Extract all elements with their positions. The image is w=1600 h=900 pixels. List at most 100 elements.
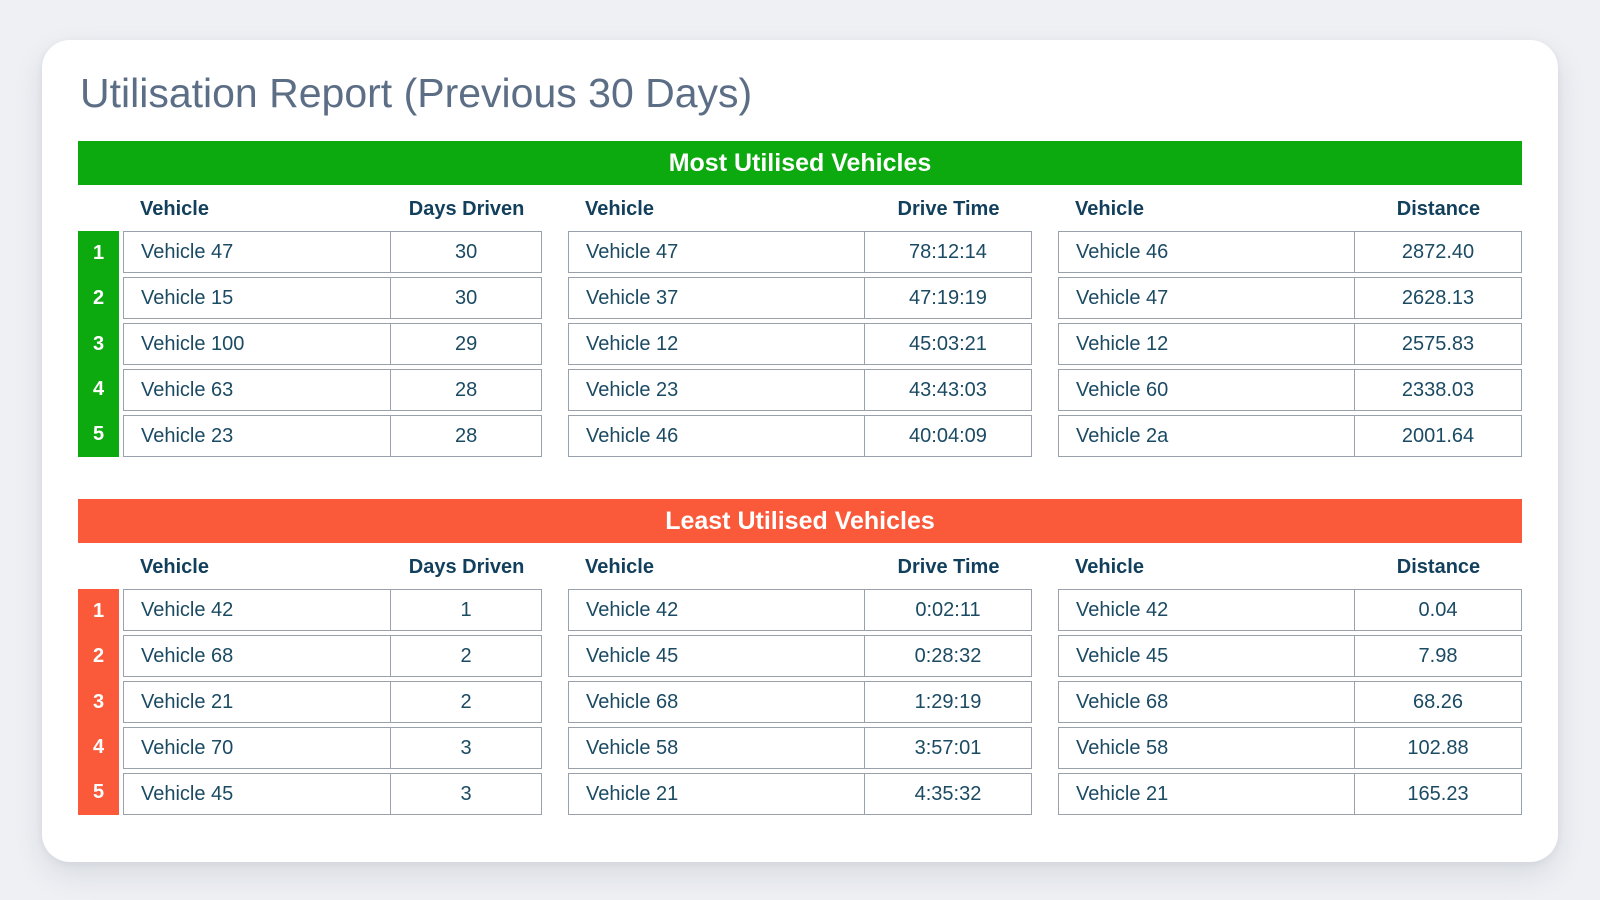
vehicle-name-cell: Vehicle 63 [123, 369, 392, 411]
rank-number: 4 [92, 377, 105, 400]
column-header-drive-time: Drive Time [897, 198, 1000, 220]
vehicle-name-cell: Vehicle 12 [1058, 323, 1355, 365]
table-row: Vehicle 46 40:04:09 [568, 415, 1032, 457]
most-utilised-section-header: Most Utilised Vehicles [78, 141, 1522, 185]
drive-time-value-cell: 0:28:32 [864, 635, 1032, 677]
drive-time-value-cell: 0:02:11 [864, 589, 1032, 631]
column-headers: Vehicle Days Driven [123, 556, 542, 579]
days-driven-value-cell: 30 [391, 277, 542, 319]
table-row: Vehicle 23 28 [123, 415, 542, 457]
table-row: Vehicle 23 43:43:03 [568, 369, 1032, 411]
distance-value-cell: 68.26 [1354, 681, 1522, 723]
most-utilised-group-drive-time: Vehicle Drive Time Vehicle 47 78:12:14 Vehic… [568, 185, 1032, 457]
most-utilised-rank-column: 1 2 3 4 5 [78, 231, 119, 457]
drive-time-value-cell: 47:19:19 [864, 277, 1032, 319]
table-body: Vehicle 47 78:12:14 Vehicle 37 47:19:19 Vehi… [568, 231, 1032, 457]
table-row: Vehicle 58 102.88 [1058, 727, 1522, 769]
section-least-utilised: Least Utilised Vehicles Vehicle Days Drive… [78, 499, 1522, 815]
drive-time-value-cell: 40:04:09 [864, 415, 1032, 457]
days-driven-value-cell: 3 [391, 727, 542, 769]
drive-time-value-cell: 45:03:21 [864, 323, 1032, 365]
least-utilised-table-distance: Vehicle 42 0.04 Vehicle 45 7.98 Vehicle 68 68… [1058, 585, 1522, 819]
distance-value-cell: 0.04 [1354, 589, 1522, 631]
table-row: Vehicle 42 0.04 [1058, 589, 1522, 631]
least-utilised-group-drive-time: Vehicle Drive Time Vehicle 42 0:02:11 Vehicl… [568, 543, 1032, 815]
most-utilised-group-distance: Vehicle Distance Vehicle 46 2872.40 Vehicle … [1058, 185, 1522, 457]
table-row: Vehicle 21 2 [123, 681, 542, 723]
table-row: Vehicle 63 28 [123, 369, 542, 411]
table-row: Vehicle 21 4:35:32 [568, 773, 1032, 815]
days-driven-value-cell: 1 [391, 589, 542, 631]
vehicle-name-cell: Vehicle 23 [568, 369, 865, 411]
table-row: Vehicle 60 2338.03 [1058, 369, 1522, 411]
drive-time-value-cell: 3:57:01 [864, 727, 1032, 769]
table-row: Vehicle 58 3:57:01 [568, 727, 1032, 769]
table-row: Vehicle 46 2872.40 [1058, 231, 1522, 273]
vehicle-name-cell: Vehicle 46 [568, 415, 865, 457]
table-row: Vehicle 42 1 [123, 589, 542, 631]
most-utilised-tables: Vehicle Days Driven 1 2 3 4 5 Vehicle 47 30 Vehic… [78, 185, 1522, 457]
column-header-days-driven: Days Driven [408, 556, 525, 578]
table-row: Vehicle 100 29 [123, 323, 542, 365]
most-utilised-group-days-driven: Vehicle Days Driven 1 2 3 4 5 Vehicle 47 30 Vehic… [78, 185, 542, 457]
vehicle-name-cell: Vehicle 15 [123, 277, 392, 319]
least-utilised-group-distance: Vehicle Distance Vehicle 42 0.04 Vehicle 45 7… [1058, 543, 1522, 815]
distance-value-cell: 2338.03 [1354, 369, 1522, 411]
column-header-vehicle: Vehicle [140, 556, 209, 578]
table-row: Vehicle 47 30 [123, 231, 542, 273]
vehicle-name-cell: Vehicle 47 [1058, 277, 1355, 319]
table-row: Vehicle 37 47:19:19 [568, 277, 1032, 319]
column-header-distance: Distance [1396, 198, 1481, 220]
days-driven-value-cell: 28 [391, 415, 542, 457]
vehicle-name-cell: Vehicle 45 [1058, 635, 1355, 677]
drive-time-value-cell: 78:12:14 [864, 231, 1032, 273]
table-body: Vehicle 42 0.04 Vehicle 45 7.98 Vehicle 68 68… [1058, 589, 1522, 815]
vehicle-name-cell: Vehicle 2a [1058, 415, 1355, 457]
vehicle-name-cell: Vehicle 12 [568, 323, 865, 365]
table-row: Vehicle 15 30 [123, 277, 542, 319]
table-body: Vehicle 42 0:02:11 Vehicle 45 0:28:32 Vehicl… [568, 589, 1032, 815]
column-header-drive-time: Drive Time [897, 556, 1000, 578]
vehicle-name-cell: Vehicle 37 [568, 277, 865, 319]
distance-value-cell: 165.23 [1354, 773, 1522, 815]
vehicle-name-cell: Vehicle 21 [123, 681, 392, 723]
vehicle-name-cell: Vehicle 21 [568, 773, 865, 815]
drive-time-value-cell: 1:29:19 [864, 681, 1032, 723]
rank-number: 2 [92, 645, 105, 668]
vehicle-name-cell: Vehicle 60 [1058, 369, 1355, 411]
vehicle-name-cell: Vehicle 58 [568, 727, 865, 769]
column-header-distance: Distance [1396, 556, 1481, 578]
rank-number: 3 [92, 690, 105, 713]
vehicle-name-cell: Vehicle 70 [123, 727, 392, 769]
days-driven-value-cell: 2 [391, 635, 542, 677]
section-most-utilised: Most Utilised Vehicles Vehicle Days Driven… [78, 141, 1522, 457]
drive-time-value-cell: 4:35:32 [864, 773, 1032, 815]
vehicle-name-cell: Vehicle 42 [1058, 589, 1355, 631]
vehicle-name-cell: Vehicle 42 [568, 589, 865, 631]
table-row: Vehicle 12 45:03:21 [568, 323, 1032, 365]
vehicle-name-cell: Vehicle 100 [123, 323, 392, 365]
vehicle-name-cell: Vehicle 68 [568, 681, 865, 723]
rank-number: 5 [92, 422, 105, 445]
table-row: Vehicle 70 3 [123, 727, 542, 769]
rank-number: 2 [92, 287, 105, 310]
column-headers: Vehicle Distance [1058, 198, 1522, 221]
table-row: Vehicle 45 0:28:32 [568, 635, 1032, 677]
distance-value-cell: 2628.13 [1354, 277, 1522, 319]
table-row: Vehicle 47 2628.13 [1058, 277, 1522, 319]
table-body: 1 2 3 4 5 Vehicle 47 30 Vehicle 15 30 Vehicle 100… [78, 231, 542, 457]
vehicle-name-cell: Vehicle 21 [1058, 773, 1355, 815]
table-row: Vehicle 68 68.26 [1058, 681, 1522, 723]
least-utilised-rank-column: 1 2 3 4 5 [78, 589, 119, 815]
table-row: Vehicle 68 2 [123, 635, 542, 677]
table-row: Vehicle 2a 2001.64 [1058, 415, 1522, 457]
days-driven-value-cell: 28 [391, 369, 542, 411]
vehicle-name-cell: Vehicle 68 [123, 635, 392, 677]
vehicle-name-cell: Vehicle 45 [568, 635, 865, 677]
table-row: Vehicle 21 165.23 [1058, 773, 1522, 815]
distance-value-cell: 2001.64 [1354, 415, 1522, 457]
table-row: Vehicle 45 7.98 [1058, 635, 1522, 677]
column-headers: Vehicle Drive Time [568, 198, 1032, 221]
days-driven-value-cell: 29 [391, 323, 542, 365]
report-sections: Most Utilised Vehicles Vehicle Days Driven… [78, 141, 1522, 815]
